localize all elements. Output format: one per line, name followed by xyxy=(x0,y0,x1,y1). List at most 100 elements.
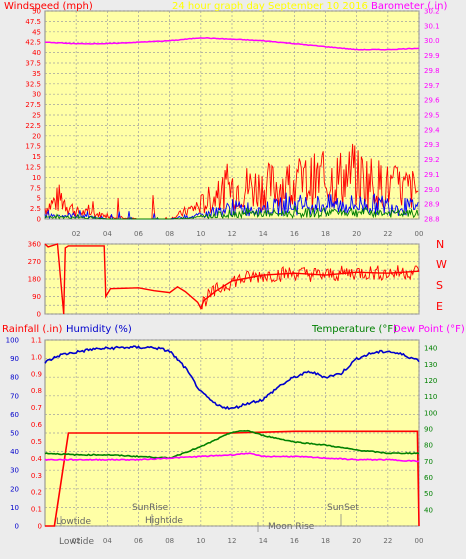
y-tick-label: 15 xyxy=(32,153,41,161)
y-tick-label: 90 xyxy=(32,293,41,301)
y-tick-label: 47.5 xyxy=(25,18,41,26)
y-tick-label: 17.5 xyxy=(25,143,41,151)
x-tick-label: 18 xyxy=(321,537,330,545)
x-tick-label: 04 xyxy=(103,230,112,238)
y-tick-label: 22.5 xyxy=(25,122,41,130)
series-humidity xyxy=(44,345,420,411)
y-tick-label: 40 xyxy=(32,49,41,57)
y-tick-label: 0 xyxy=(38,523,42,531)
x-tick-label: 16 xyxy=(290,230,299,238)
y-tick-label: 270 xyxy=(28,258,41,266)
series-wind-low xyxy=(44,205,419,220)
y-tick-label: 60 xyxy=(10,411,19,419)
event-moonrise: Moon Rise xyxy=(268,522,315,532)
y-tick-label: 1.0 xyxy=(31,353,42,361)
y-tick-label: 7.5 xyxy=(30,184,41,192)
y-tick-label: 29.9 xyxy=(424,52,440,60)
y-tick-label: 50 xyxy=(10,430,19,438)
y-tick-label: 35 xyxy=(32,70,41,78)
series-wind-direction xyxy=(200,265,420,310)
y-tick-label: 0.4 xyxy=(31,455,43,463)
series-wind-gust xyxy=(44,143,419,220)
y-tick-label: 29.1 xyxy=(424,171,440,179)
y-tick-label: 60 xyxy=(424,474,433,482)
compass-n-top: N xyxy=(436,238,444,251)
y-tick-label: 30.0 xyxy=(424,37,440,45)
series-rainfall xyxy=(45,430,420,527)
y-tick-label: 29.7 xyxy=(424,82,440,90)
event-markers xyxy=(60,514,342,532)
y-tick-label: 90 xyxy=(10,355,19,363)
y-tick-label: 120 xyxy=(424,377,437,385)
y-tick-label: 70 xyxy=(10,392,19,400)
y-tick-label: 0.3 xyxy=(31,472,42,480)
y-tick-label: 30 xyxy=(32,91,41,99)
y-tick-label: 28.8 xyxy=(424,216,440,224)
y-tick-label: 100 xyxy=(6,337,19,345)
y-tick-label: 140 xyxy=(424,345,437,353)
y-tick-label: 10 xyxy=(32,174,41,182)
y-tick-label: 130 xyxy=(424,361,437,369)
x-tick-label: 00 xyxy=(415,537,424,545)
y-tick-label: 28.9 xyxy=(424,201,440,209)
compass-w: W xyxy=(436,258,447,271)
x-tick-label: 22 xyxy=(383,230,392,238)
y-tick-label: 1.1 xyxy=(31,337,42,345)
y-tick-label: 0.7 xyxy=(31,404,42,412)
x-tick-label: 06 xyxy=(134,537,143,545)
y-tick-label: 12.5 xyxy=(25,164,41,172)
x-tick-label: 20 xyxy=(352,230,361,238)
y-tick-label: 0.2 xyxy=(31,489,42,497)
series-barometer xyxy=(45,37,420,51)
y-tick-label: 0.9 xyxy=(31,370,42,378)
event-lowtide-top: Lowtide xyxy=(56,517,91,527)
y-tick-label: 40 xyxy=(424,506,433,514)
y-tick-label: 30.1 xyxy=(424,22,440,30)
x-tick-label: 08 xyxy=(165,537,174,545)
x-tick-label: 18 xyxy=(321,230,330,238)
y-tick-label: 0 xyxy=(37,216,41,224)
x-tick-label: 02 xyxy=(72,230,81,238)
series-dewpoint xyxy=(44,452,420,463)
y-tick-label: 29.0 xyxy=(424,186,440,194)
y-tick-label: 37.5 xyxy=(25,60,41,68)
event-sunrise: SunRise xyxy=(132,503,169,513)
windspeed-label: Windspeed (mph) xyxy=(4,1,93,12)
dewpoint-label: Dew Point (°F) xyxy=(393,324,465,335)
series-wind-direction-trend xyxy=(44,243,420,315)
y-tick-label: 50 xyxy=(32,8,41,16)
event-lowtide-bottom: Lowtide xyxy=(59,537,94,547)
y-tick-label: 29.6 xyxy=(424,97,440,105)
y-tick-label: 20 xyxy=(10,485,19,493)
y-tick-label: 29.3 xyxy=(424,141,440,149)
x-tick-label: 10 xyxy=(196,537,205,545)
tick-labels: 0 2.5 5 7.5 10 12.5 15 17.5 20 22.5 25 27.5 30 32.5 35… xyxy=(6,8,441,546)
y-tick-label: 180 xyxy=(28,276,41,284)
event-hightide: Hightide xyxy=(145,516,183,526)
y-tick-label: 110 xyxy=(424,393,437,401)
humidity-label: Humidity (%) xyxy=(66,324,132,335)
y-tick-label: 0 xyxy=(37,311,41,319)
temp-series xyxy=(44,345,420,527)
direction-series xyxy=(44,243,420,315)
x-tick-label: 04 xyxy=(103,537,112,545)
rainfall-label: Rainfall (.in) xyxy=(2,324,63,335)
y-tick-label: 42.5 xyxy=(25,39,41,47)
y-tick-label: 10 xyxy=(10,504,19,512)
chart-title: 24 hour graph day September 10 2016 xyxy=(172,1,368,12)
temperature-label: Temperature (°F) xyxy=(311,324,397,335)
x-tick-label: 12 xyxy=(228,537,237,545)
y-tick-label: 25 xyxy=(32,112,41,120)
y-tick-label: 29.4 xyxy=(424,126,440,134)
y-tick-label: 20 xyxy=(32,132,41,140)
x-tick-label: 20 xyxy=(352,537,361,545)
y-tick-label: 40 xyxy=(10,448,19,456)
y-tick-label: 0.5 xyxy=(31,438,42,446)
y-tick-label: 0.8 xyxy=(31,387,42,395)
compass-s: S xyxy=(436,279,443,292)
x-tick-label: 02 xyxy=(72,537,81,545)
y-tick-label: 90 xyxy=(424,425,433,433)
series-temperature xyxy=(44,429,420,459)
